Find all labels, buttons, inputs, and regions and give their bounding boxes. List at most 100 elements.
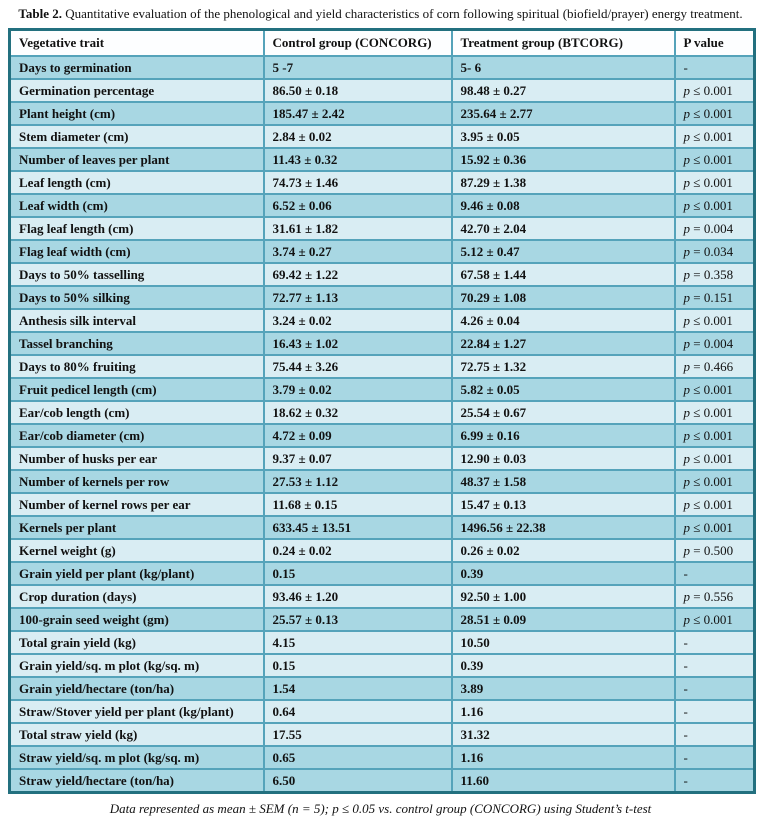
control-value-cell: 3.24 ± 0.02 [262, 307, 453, 333]
pvalue-cell: - [673, 629, 756, 655]
table-row: Days to 80% fruiting 75.44 ± 3.26 72.75 ± … [8, 353, 756, 379]
col-header-p-value: P value [673, 28, 756, 57]
pvalue-cell: - [673, 560, 756, 586]
control-value-cell: 11.43 ± 0.32 [262, 146, 453, 172]
trait-cell: Straw yield/hectare (ton/ha) [8, 767, 265, 793]
control-value-cell: 86.50 ± 0.18 [262, 77, 453, 103]
pvalue-cell: p ≤ 0.001 [673, 123, 756, 149]
table-row: Straw/Stover yield per plant (kg/plant) 0… [8, 698, 756, 724]
control-value-cell: 633.45 ± 13.51 [262, 514, 453, 540]
pvalue-cell: p = 0.034 [673, 238, 756, 264]
table-row: 100-grain seed weight (gm) 25.57 ± 0.13 28… [8, 606, 756, 632]
trait-cell: Days to 50% silking [8, 284, 265, 310]
table-row: Flag leaf length (cm) 31.61 ± 1.82 42.70 ±… [8, 215, 756, 241]
table-row: Ear/cob length (cm) 18.62 ± 0.32 25.54 ± 0… [8, 399, 756, 425]
treatment-value-cell: 98.48 ± 0.27 [450, 77, 676, 103]
table-row: Number of husks per ear 9.37 ± 0.07 12.90 … [8, 445, 756, 471]
trait-cell: Tassel branching [8, 330, 265, 356]
table-row: Ear/cob diameter (cm) 4.72 ± 0.09 6.99 ± 0… [8, 422, 756, 448]
control-value-cell: 75.44 ± 3.26 [262, 353, 453, 379]
pvalue-cell: p ≤ 0.001 [673, 192, 756, 218]
col-header-vegetative-trait: Vegetative trait [8, 28, 265, 57]
col-header-treatment-group: Treatment group (BTCORG) [450, 28, 676, 57]
treatment-value-cell: 15.92 ± 0.36 [450, 146, 676, 172]
control-value-cell: 31.61 ± 1.82 [262, 215, 453, 241]
table-row: Total straw yield (kg) 17.55 31.32- [8, 721, 756, 747]
treatment-value-cell: 25.54 ± 0.67 [450, 399, 676, 425]
control-value-cell: 27.53 ± 1.12 [262, 468, 453, 494]
pvalue-cell: p = 0.004 [673, 215, 756, 241]
trait-cell: Grain yield per plant (kg/plant) [8, 560, 265, 586]
control-value-cell: 17.55 [262, 721, 453, 747]
table-row: Leaf length (cm) 74.73 ± 1.46 87.29 ± 1.38… [8, 169, 756, 195]
control-value-cell: 74.73 ± 1.46 [262, 169, 453, 195]
treatment-value-cell: 22.84 ± 1.27 [450, 330, 676, 356]
table-row: Grain yield/sq. m plot (kg/sq. m) 0.15 0.3… [8, 652, 756, 678]
control-value-cell: 3.74 ± 0.27 [262, 238, 453, 264]
pvalue-cell: - [673, 675, 756, 701]
control-value-cell: 1.54 [262, 675, 453, 701]
trait-cell: Flag leaf length (cm) [8, 215, 265, 241]
pvalue-cell: p ≤ 0.001 [673, 146, 756, 172]
control-value-cell: 72.77 ± 1.13 [262, 284, 453, 310]
control-value-cell: 0.64 [262, 698, 453, 724]
control-value-cell: 0.65 [262, 744, 453, 770]
pvalue-cell: - [673, 698, 756, 724]
table-row: Days to 50% silking 72.77 ± 1.13 70.29 ± 1… [8, 284, 756, 310]
table-caption-label: Table 2. [18, 6, 62, 21]
treatment-value-cell: 4.26 ± 0.04 [450, 307, 676, 333]
pvalue-cell: p ≤ 0.001 [673, 468, 756, 494]
trait-cell: Anthesis silk interval [8, 307, 265, 333]
pvalue-cell: p ≤ 0.001 [673, 514, 756, 540]
table-row: Kernel weight (g) 0.24 ± 0.02 0.26 ± 0.02 p… [8, 537, 756, 563]
control-value-cell: 185.47 ± 2.42 [262, 100, 453, 126]
control-value-cell: 0.15 [262, 652, 453, 678]
pvalue-cell: p ≤ 0.001 [673, 77, 756, 103]
treatment-value-cell: 67.58 ± 1.44 [450, 261, 676, 287]
pvalue-cell: p ≤ 0.001 [673, 491, 756, 517]
trait-cell: Days to 50% tasselling [8, 261, 265, 287]
pvalue-cell: p ≤ 0.001 [673, 307, 756, 333]
control-value-cell: 0.15 [262, 560, 453, 586]
table-row: Number of kernels per row 27.53 ± 1.12 48.… [8, 468, 756, 494]
table-row: Germination percentage 86.50 ± 0.18 98.48 … [8, 77, 756, 103]
pvalue-cell: p = 0.466 [673, 353, 756, 379]
trait-cell: Crop duration (days) [8, 583, 265, 609]
treatment-value-cell: 72.75 ± 1.32 [450, 353, 676, 379]
table-row: Straw yield/hectare (ton/ha) 6.50 11.60- [8, 767, 756, 793]
treatment-value-cell: 87.29 ± 1.38 [450, 169, 676, 195]
trait-cell: Total straw yield (kg) [8, 721, 265, 747]
treatment-value-cell: 5- 6 [450, 54, 676, 80]
trait-cell: Straw/Stover yield per plant (kg/plant) [8, 698, 265, 724]
pvalue-cell: p ≤ 0.001 [673, 169, 756, 195]
treatment-value-cell: 31.32 [450, 721, 676, 747]
results-table: Vegetative trait Control group (CONCORG)… [8, 28, 756, 794]
control-value-cell: 0.24 ± 0.02 [262, 537, 453, 563]
treatment-value-cell: 48.37 ± 1.58 [450, 468, 676, 494]
trait-cell: Ear/cob diameter (cm) [8, 422, 265, 448]
trait-cell: Number of kernels per row [8, 468, 265, 494]
treatment-value-cell: 5.12 ± 0.47 [450, 238, 676, 264]
pvalue-cell: p ≤ 0.001 [673, 606, 756, 632]
trait-cell: Total grain yield (kg) [8, 629, 265, 655]
trait-cell: Number of husks per ear [8, 445, 265, 471]
pvalue-cell: - [673, 767, 756, 793]
control-value-cell: 6.50 [262, 767, 453, 793]
col-header-control-group: Control group (CONCORG) [262, 28, 453, 57]
pvalue-cell: p = 0.500 [673, 537, 756, 563]
control-value-cell: 4.72 ± 0.09 [262, 422, 453, 448]
pvalue-cell: p ≤ 0.001 [673, 399, 756, 425]
trait-cell: Germination percentage [8, 77, 265, 103]
pvalue-cell: p = 0.358 [673, 261, 756, 287]
trait-cell: Grain yield/sq. m plot (kg/sq. m) [8, 652, 265, 678]
trait-cell: Days to 80% fruiting [8, 353, 265, 379]
control-value-cell: 2.84 ± 0.02 [262, 123, 453, 149]
treatment-value-cell: 6.99 ± 0.16 [450, 422, 676, 448]
trait-cell: Days to germination [8, 54, 265, 80]
treatment-value-cell: 92.50 ± 1.00 [450, 583, 676, 609]
pvalue-cell: p ≤ 0.001 [673, 445, 756, 471]
treatment-value-cell: 1496.56 ± 22.38 [450, 514, 676, 540]
treatment-value-cell: 10.50 [450, 629, 676, 655]
treatment-value-cell: 28.51 ± 0.09 [450, 606, 676, 632]
